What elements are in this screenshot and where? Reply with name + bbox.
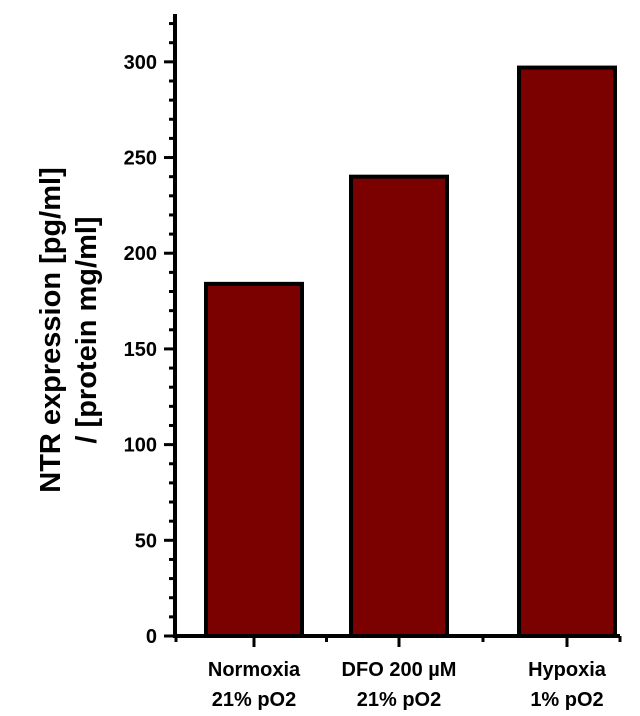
y-axis-title-line-1: NTR expression [pg/ml] bbox=[35, 167, 67, 493]
y-tick-label: 100 bbox=[124, 435, 157, 457]
x-category-label-2-line-2: 21% pO2 bbox=[357, 689, 441, 711]
x-category-label-2-line-1: DFO 200 µM bbox=[342, 659, 457, 681]
y-tick-label: 300 bbox=[124, 52, 157, 74]
bars-layer bbox=[204, 65, 617, 639]
y-tick-label: 250 bbox=[124, 148, 157, 170]
y-tick-label: 50 bbox=[135, 530, 157, 552]
ticks-layer bbox=[164, 22, 622, 647]
labels-layer: 0 50 100 150 200 250 300 Normoxia 21% pO2 DFO 200… bbox=[124, 52, 607, 711]
x-category-label-1-line-1: Normoxia bbox=[208, 659, 301, 681]
bar-1 bbox=[204, 281, 304, 638]
x-category-label-3-line-1: Hypoxia bbox=[528, 659, 607, 681]
y-axis-title-line-2: / [protein mg/ml] bbox=[71, 216, 103, 443]
y-tick-label: 0 bbox=[146, 626, 157, 648]
y-tick-label: 150 bbox=[124, 339, 157, 361]
x-category-label-1-line-2: 21% pO2 bbox=[212, 689, 296, 711]
x-category-label-3-line-2: 1% pO2 bbox=[530, 689, 603, 711]
bar-3 bbox=[517, 65, 617, 638]
y-axis-title: NTR expression [pg/ml] / [protein mg/ml] bbox=[35, 167, 103, 493]
bar-2 bbox=[349, 174, 449, 639]
y-tick-label: 200 bbox=[124, 243, 157, 265]
